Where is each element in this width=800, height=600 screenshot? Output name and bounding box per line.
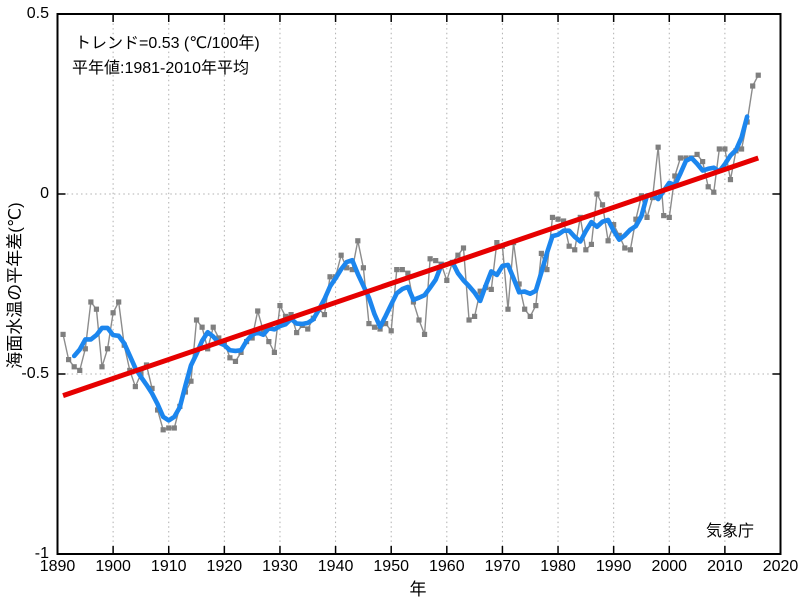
y-tick-label: -1 xyxy=(34,545,49,562)
x-tick-label: 1940 xyxy=(317,558,354,575)
x-tick-label: 1990 xyxy=(595,558,632,575)
x-tick-label: 1900 xyxy=(95,558,131,575)
x-tick-label: 1890 xyxy=(39,558,76,575)
x-tick-label: 1980 xyxy=(540,558,576,575)
y-tick-label: 0 xyxy=(40,185,49,202)
agency-label: 気象庁 xyxy=(706,523,755,540)
x-tick-label: 1950 xyxy=(373,558,409,575)
x-tick-label: 1930 xyxy=(262,558,298,575)
y-axis-label: 海面水温の平年差(℃) xyxy=(5,202,25,369)
x-tick-label: 1970 xyxy=(484,558,521,575)
y-tick-label: 0.5 xyxy=(26,5,49,22)
x-tick-label: 1960 xyxy=(429,558,465,575)
x-tick-label: 2020 xyxy=(762,558,799,575)
y-tick-label: -0.5 xyxy=(21,365,49,382)
baseline-annotation: 平年値:1981-2010年平均 xyxy=(72,60,249,77)
x-tick-label: 2000 xyxy=(651,558,688,575)
x-tick-label: 1910 xyxy=(150,558,187,575)
trend-annotation: トレンド=0.53 (℃/100年) xyxy=(75,35,260,52)
x-tick-label: 1920 xyxy=(206,558,243,575)
x-axis-label: 年 xyxy=(409,580,427,599)
x-tick-label: 2010 xyxy=(707,558,743,575)
